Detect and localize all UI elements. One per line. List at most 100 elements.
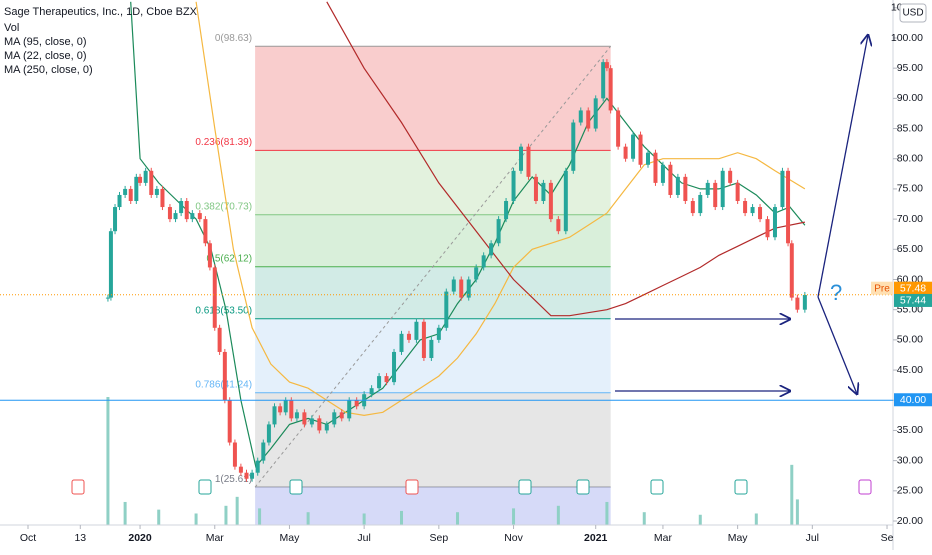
- candle: [705, 182, 710, 195]
- time-axis: [0, 525, 893, 550]
- candle: [616, 110, 621, 147]
- volume-bar: [362, 513, 366, 525]
- arrow: [817, 35, 868, 298]
- candle: [302, 412, 307, 425]
- candle: [377, 376, 382, 389]
- candle: [197, 213, 202, 220]
- moving-averages: [130, 1, 806, 469]
- currency-box[interactable]: [899, 3, 927, 23]
- candle: [604, 62, 609, 69]
- title: Sage Therapeutics, Inc., 1D, Cboe BZX: [4, 6, 198, 18]
- fib-band: [255, 266, 611, 319]
- y-tick-label: 75.00: [897, 183, 923, 195]
- candle: [660, 164, 665, 183]
- candle: [347, 400, 352, 419]
- candle: [466, 279, 471, 298]
- candle: [160, 188, 165, 208]
- x-tick-label: May: [280, 532, 301, 544]
- y-tick-label: 90.00: [897, 92, 923, 104]
- candle: [481, 255, 486, 268]
- fib-label: 0.618(53.50): [195, 305, 252, 316]
- volume-bar: [556, 505, 560, 525]
- candle: [261, 442, 266, 461]
- candle: [683, 176, 688, 202]
- candle: [143, 170, 148, 183]
- candle: [780, 170, 785, 208]
- earnings-marker: [650, 479, 664, 495]
- price-badge-label: 57.44: [900, 295, 926, 307]
- candle: [179, 201, 184, 214]
- price-badge: [894, 281, 932, 295]
- fib-band: [255, 392, 611, 488]
- candle: [786, 170, 791, 244]
- fib-trend: [254, 45, 612, 488]
- x-tick-label: Sep: [429, 532, 448, 544]
- x-tick-label: Oct: [20, 532, 36, 544]
- candle: [339, 412, 344, 419]
- candle: [250, 472, 255, 479]
- volume-bar: [512, 508, 516, 525]
- earnings-markers: [71, 479, 872, 495]
- y-tick-label: 85.00: [897, 122, 923, 134]
- volume-bar: [399, 510, 403, 525]
- candle: [105, 297, 110, 299]
- candle: [369, 388, 374, 395]
- candle: [571, 122, 576, 171]
- x-tick-label: 2021: [584, 532, 608, 544]
- volume-bar: [605, 501, 609, 525]
- indicator: MA (95, close, 0): [4, 36, 87, 48]
- axes: 20.0025.0030.0035.0040.0045.0050.0055.00…: [20, 2, 932, 544]
- y-tick-label: 100.00: [891, 32, 923, 44]
- volume-bar: [642, 512, 646, 525]
- candle: [203, 219, 208, 244]
- candle: [653, 152, 658, 183]
- fib-label: 0.5(62.12): [206, 253, 252, 264]
- y-tick-label: 30.00: [897, 454, 923, 466]
- candle: [399, 333, 404, 352]
- candle: [324, 424, 329, 431]
- y-tick-label: 50.00: [897, 334, 923, 346]
- earnings-marker: [405, 479, 419, 495]
- candle: [608, 68, 613, 111]
- candle: [406, 333, 411, 340]
- candle: [421, 321, 426, 358]
- candle: [451, 279, 456, 292]
- volume-bar: [194, 513, 198, 525]
- price-badge-label: 57.48: [900, 282, 926, 294]
- candle: [533, 176, 538, 202]
- candle: [113, 207, 118, 232]
- earnings-marker: [198, 479, 212, 495]
- candle: [255, 460, 260, 473]
- candle: [519, 146, 524, 171]
- candle: [601, 62, 606, 99]
- candle: [556, 219, 561, 232]
- x-tick-label: May: [728, 532, 749, 544]
- candle: [743, 201, 748, 214]
- candle: [586, 110, 591, 129]
- candle: [758, 207, 763, 220]
- arrow: [817, 296, 857, 394]
- candle: [384, 376, 389, 383]
- candle: [227, 400, 232, 443]
- volume-bar: [157, 509, 161, 525]
- candle: [578, 110, 583, 123]
- candle: [128, 188, 133, 202]
- indicator: MA (22, close, 0): [4, 50, 87, 62]
- candle: [108, 231, 113, 298]
- candle: [190, 213, 195, 220]
- annotation: ?: [830, 280, 842, 305]
- price-tag: [871, 281, 893, 295]
- earnings-marker: [289, 479, 303, 495]
- candle: [222, 351, 227, 401]
- fib-label: 1(25.61): [215, 474, 252, 485]
- volume: [106, 397, 799, 525]
- candle: [802, 294, 807, 310]
- candle: [698, 194, 703, 214]
- candle: [354, 400, 359, 407]
- candle: [645, 152, 650, 165]
- candle: [504, 201, 509, 220]
- candle: [728, 170, 733, 183]
- price-tag-label: Pre: [874, 283, 890, 294]
- volume-bar: [754, 513, 758, 525]
- currency: USD: [902, 8, 923, 19]
